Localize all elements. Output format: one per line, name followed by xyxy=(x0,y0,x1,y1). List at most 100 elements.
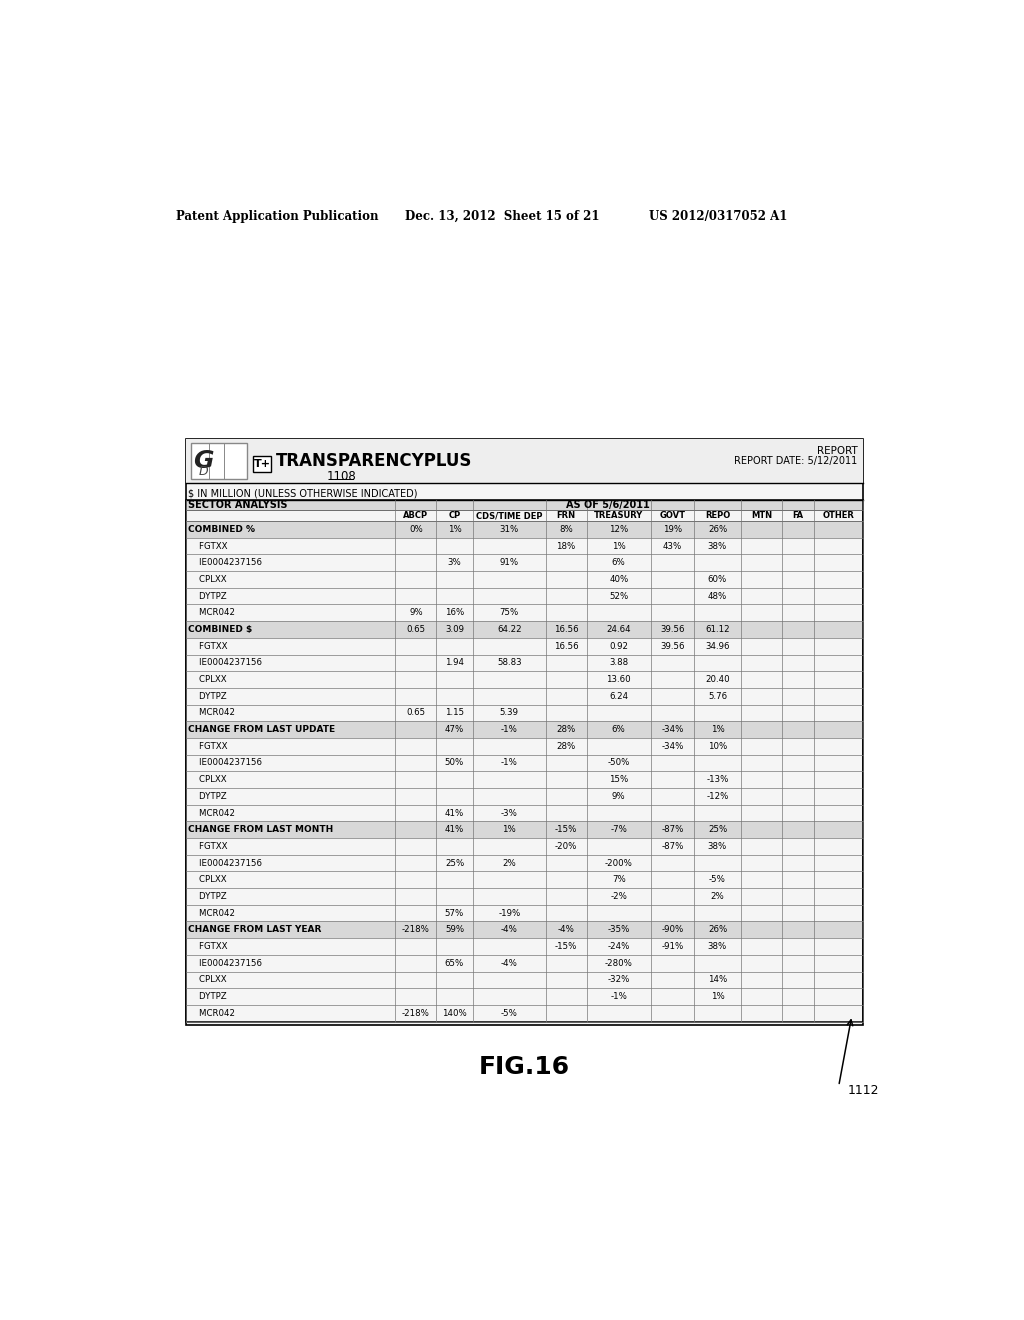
Text: -1%: -1% xyxy=(501,759,518,767)
Text: 40%: 40% xyxy=(609,576,629,583)
Text: 0%: 0% xyxy=(409,525,423,533)
Bar xyxy=(186,921,863,939)
Text: COMBINED $: COMBINED $ xyxy=(188,624,253,634)
Text: 1%: 1% xyxy=(711,993,724,1001)
Text: 28%: 28% xyxy=(556,725,575,734)
Bar xyxy=(186,440,863,1024)
Text: CHANGE FROM LAST UPDATE: CHANGE FROM LAST UPDATE xyxy=(188,725,336,734)
Text: 1%: 1% xyxy=(503,825,516,834)
Text: REPORT DATE: 5/12/2011: REPORT DATE: 5/12/2011 xyxy=(734,457,857,466)
Text: 25%: 25% xyxy=(444,858,464,867)
Text: -5%: -5% xyxy=(501,1008,518,1018)
Text: 58.83: 58.83 xyxy=(497,659,521,668)
Text: 10%: 10% xyxy=(708,742,727,751)
Text: -50%: -50% xyxy=(607,759,630,767)
Text: MCR042: MCR042 xyxy=(188,809,236,817)
Text: -91%: -91% xyxy=(662,942,684,950)
Text: 6%: 6% xyxy=(612,725,626,734)
Text: 1%: 1% xyxy=(447,525,462,533)
Text: 8%: 8% xyxy=(559,525,573,533)
Text: 38%: 38% xyxy=(708,942,727,950)
Text: 5.39: 5.39 xyxy=(500,709,519,718)
Text: 64.22: 64.22 xyxy=(497,624,521,634)
Text: 39.56: 39.56 xyxy=(660,624,685,634)
Text: IE0004237156: IE0004237156 xyxy=(188,659,262,668)
Text: MCR042: MCR042 xyxy=(188,609,236,618)
Text: -7%: -7% xyxy=(610,825,627,834)
Text: DYTPZ: DYTPZ xyxy=(188,792,227,801)
Text: REPO: REPO xyxy=(705,511,730,520)
Text: 65%: 65% xyxy=(444,958,464,968)
Text: 16.56: 16.56 xyxy=(554,642,579,651)
Text: 12%: 12% xyxy=(609,525,629,533)
Text: 50%: 50% xyxy=(444,759,464,767)
Text: -34%: -34% xyxy=(662,742,684,751)
Text: 1108: 1108 xyxy=(327,470,356,483)
Text: REPORT: REPORT xyxy=(816,446,857,455)
Text: CHANGE FROM LAST MONTH: CHANGE FROM LAST MONTH xyxy=(188,825,334,834)
Text: 2%: 2% xyxy=(503,858,516,867)
Text: ABCP: ABCP xyxy=(403,511,428,520)
Text: -1%: -1% xyxy=(610,993,627,1001)
Text: 31%: 31% xyxy=(500,525,519,533)
Bar xyxy=(186,499,863,1022)
Text: 3.09: 3.09 xyxy=(445,624,464,634)
Bar xyxy=(253,457,271,471)
Text: -1%: -1% xyxy=(501,725,518,734)
Text: 1112: 1112 xyxy=(848,1084,880,1097)
Bar xyxy=(186,521,863,537)
Text: 41%: 41% xyxy=(444,825,464,834)
Text: 26%: 26% xyxy=(708,525,727,533)
Text: 3%: 3% xyxy=(447,558,462,568)
Text: DYTPZ: DYTPZ xyxy=(188,993,227,1001)
Text: FGTXX: FGTXX xyxy=(188,541,228,550)
Text: FGTXX: FGTXX xyxy=(188,842,228,851)
Text: 26%: 26% xyxy=(708,925,727,935)
Text: 9%: 9% xyxy=(409,609,423,618)
Text: MCR042: MCR042 xyxy=(188,1008,236,1018)
Text: 15%: 15% xyxy=(609,775,629,784)
Text: -87%: -87% xyxy=(662,842,684,851)
Text: 52%: 52% xyxy=(609,591,629,601)
Text: Patent Application Publication: Patent Application Publication xyxy=(176,210,379,223)
Text: FRN: FRN xyxy=(557,511,575,520)
Text: -4%: -4% xyxy=(558,925,574,935)
Text: 39.56: 39.56 xyxy=(660,642,685,651)
Text: 1%: 1% xyxy=(711,725,724,734)
Text: 6%: 6% xyxy=(612,558,626,568)
Text: IE0004237156: IE0004237156 xyxy=(188,558,262,568)
Text: IE0004237156: IE0004237156 xyxy=(188,858,262,867)
Text: 0.92: 0.92 xyxy=(609,642,629,651)
Bar xyxy=(186,499,863,511)
Text: AS OF 5/6/2011: AS OF 5/6/2011 xyxy=(566,500,649,510)
Text: -280%: -280% xyxy=(605,958,633,968)
Text: 38%: 38% xyxy=(708,842,727,851)
Text: -12%: -12% xyxy=(707,792,729,801)
Text: CPLXX: CPLXX xyxy=(188,576,227,583)
Text: $ IN MILLION (UNLESS OTHERWISE INDICATED): $ IN MILLION (UNLESS OTHERWISE INDICATED… xyxy=(187,488,417,499)
Text: 1.94: 1.94 xyxy=(445,659,464,668)
Text: 1%: 1% xyxy=(612,541,626,550)
Text: DYTPZ: DYTPZ xyxy=(188,892,227,902)
Text: TRANSPARENCYPLUS: TRANSPARENCYPLUS xyxy=(276,451,472,470)
Text: -4%: -4% xyxy=(501,958,518,968)
Text: -218%: -218% xyxy=(401,1008,430,1018)
Text: -15%: -15% xyxy=(555,942,578,950)
Text: MCR042: MCR042 xyxy=(188,709,236,718)
Text: 75%: 75% xyxy=(500,609,519,618)
Text: 41%: 41% xyxy=(444,809,464,817)
Text: -90%: -90% xyxy=(662,925,684,935)
Text: 43%: 43% xyxy=(663,541,682,550)
Text: 13.60: 13.60 xyxy=(606,675,631,684)
Text: 61.12: 61.12 xyxy=(706,624,730,634)
Text: 59%: 59% xyxy=(444,925,464,935)
Text: 16%: 16% xyxy=(444,609,464,618)
Text: 18%: 18% xyxy=(556,541,575,550)
Text: IE0004237156: IE0004237156 xyxy=(188,958,262,968)
Text: 6.24: 6.24 xyxy=(609,692,629,701)
Text: -24%: -24% xyxy=(607,942,630,950)
Bar xyxy=(186,721,863,738)
Text: OTHER: OTHER xyxy=(823,511,855,520)
Text: 0.65: 0.65 xyxy=(407,709,425,718)
Text: -2%: -2% xyxy=(610,892,627,902)
